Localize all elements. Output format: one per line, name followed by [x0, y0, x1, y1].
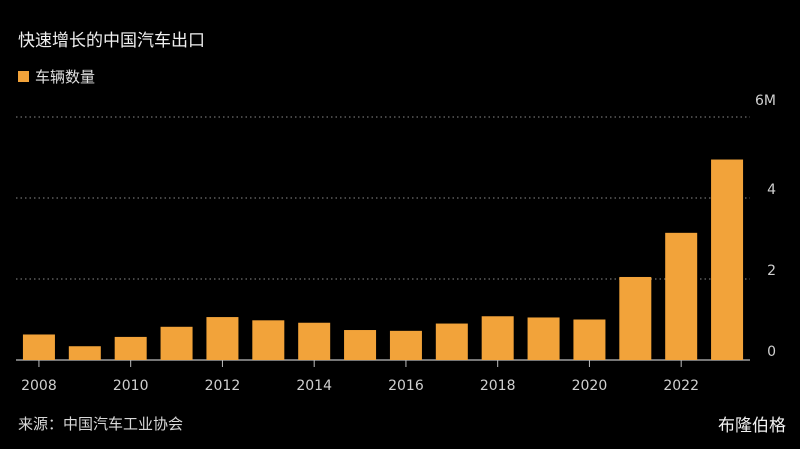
chart-title: 快速增长的中国汽车出口	[18, 31, 205, 51]
x-tick-label: 2020	[572, 378, 608, 394]
bar-2009	[68, 346, 101, 360]
bar-2017	[435, 323, 468, 360]
bar-2013	[252, 320, 285, 360]
x-tick-label: 2018	[480, 378, 516, 394]
brand-logo: 布隆伯格	[718, 416, 786, 436]
x-tick-label: 2016	[388, 378, 424, 394]
bar-2010	[114, 336, 147, 360]
x-tick-label: 2022	[663, 378, 699, 394]
x-tick-label: 2012	[205, 378, 241, 394]
bar-2015	[344, 330, 377, 360]
y-tick-label: 6M	[755, 93, 776, 109]
bar-2018	[481, 316, 514, 360]
y-tick-label: 0	[767, 344, 776, 360]
bar-2014	[298, 322, 331, 360]
bar-2019	[527, 317, 560, 360]
bar-2011	[160, 326, 193, 360]
bar-2021	[619, 276, 652, 360]
axis-layer: 0 2 4 6M 2008 2010 2012 2014 2016 2018 2020 2022	[21, 93, 776, 394]
x-tick-label: 2010	[113, 378, 149, 394]
bar-2023	[711, 159, 744, 360]
source-note: 来源：中国汽车工业协会	[18, 415, 184, 433]
bar-2012	[206, 317, 239, 360]
bar-2008	[22, 334, 55, 360]
x-tick-label: 2014	[296, 378, 332, 394]
x-tick-label: 2008	[21, 378, 57, 394]
y-tick-label: 2	[767, 263, 776, 279]
legend-label: 车辆数量	[35, 68, 96, 86]
y-tick-label: 4	[767, 182, 776, 198]
bar-2020	[573, 319, 606, 360]
legend-swatch	[18, 71, 29, 82]
bar-layer	[22, 159, 744, 360]
bar-2016	[389, 330, 422, 360]
legend: 车辆数量	[18, 66, 95, 87]
bar-2022	[665, 232, 698, 360]
